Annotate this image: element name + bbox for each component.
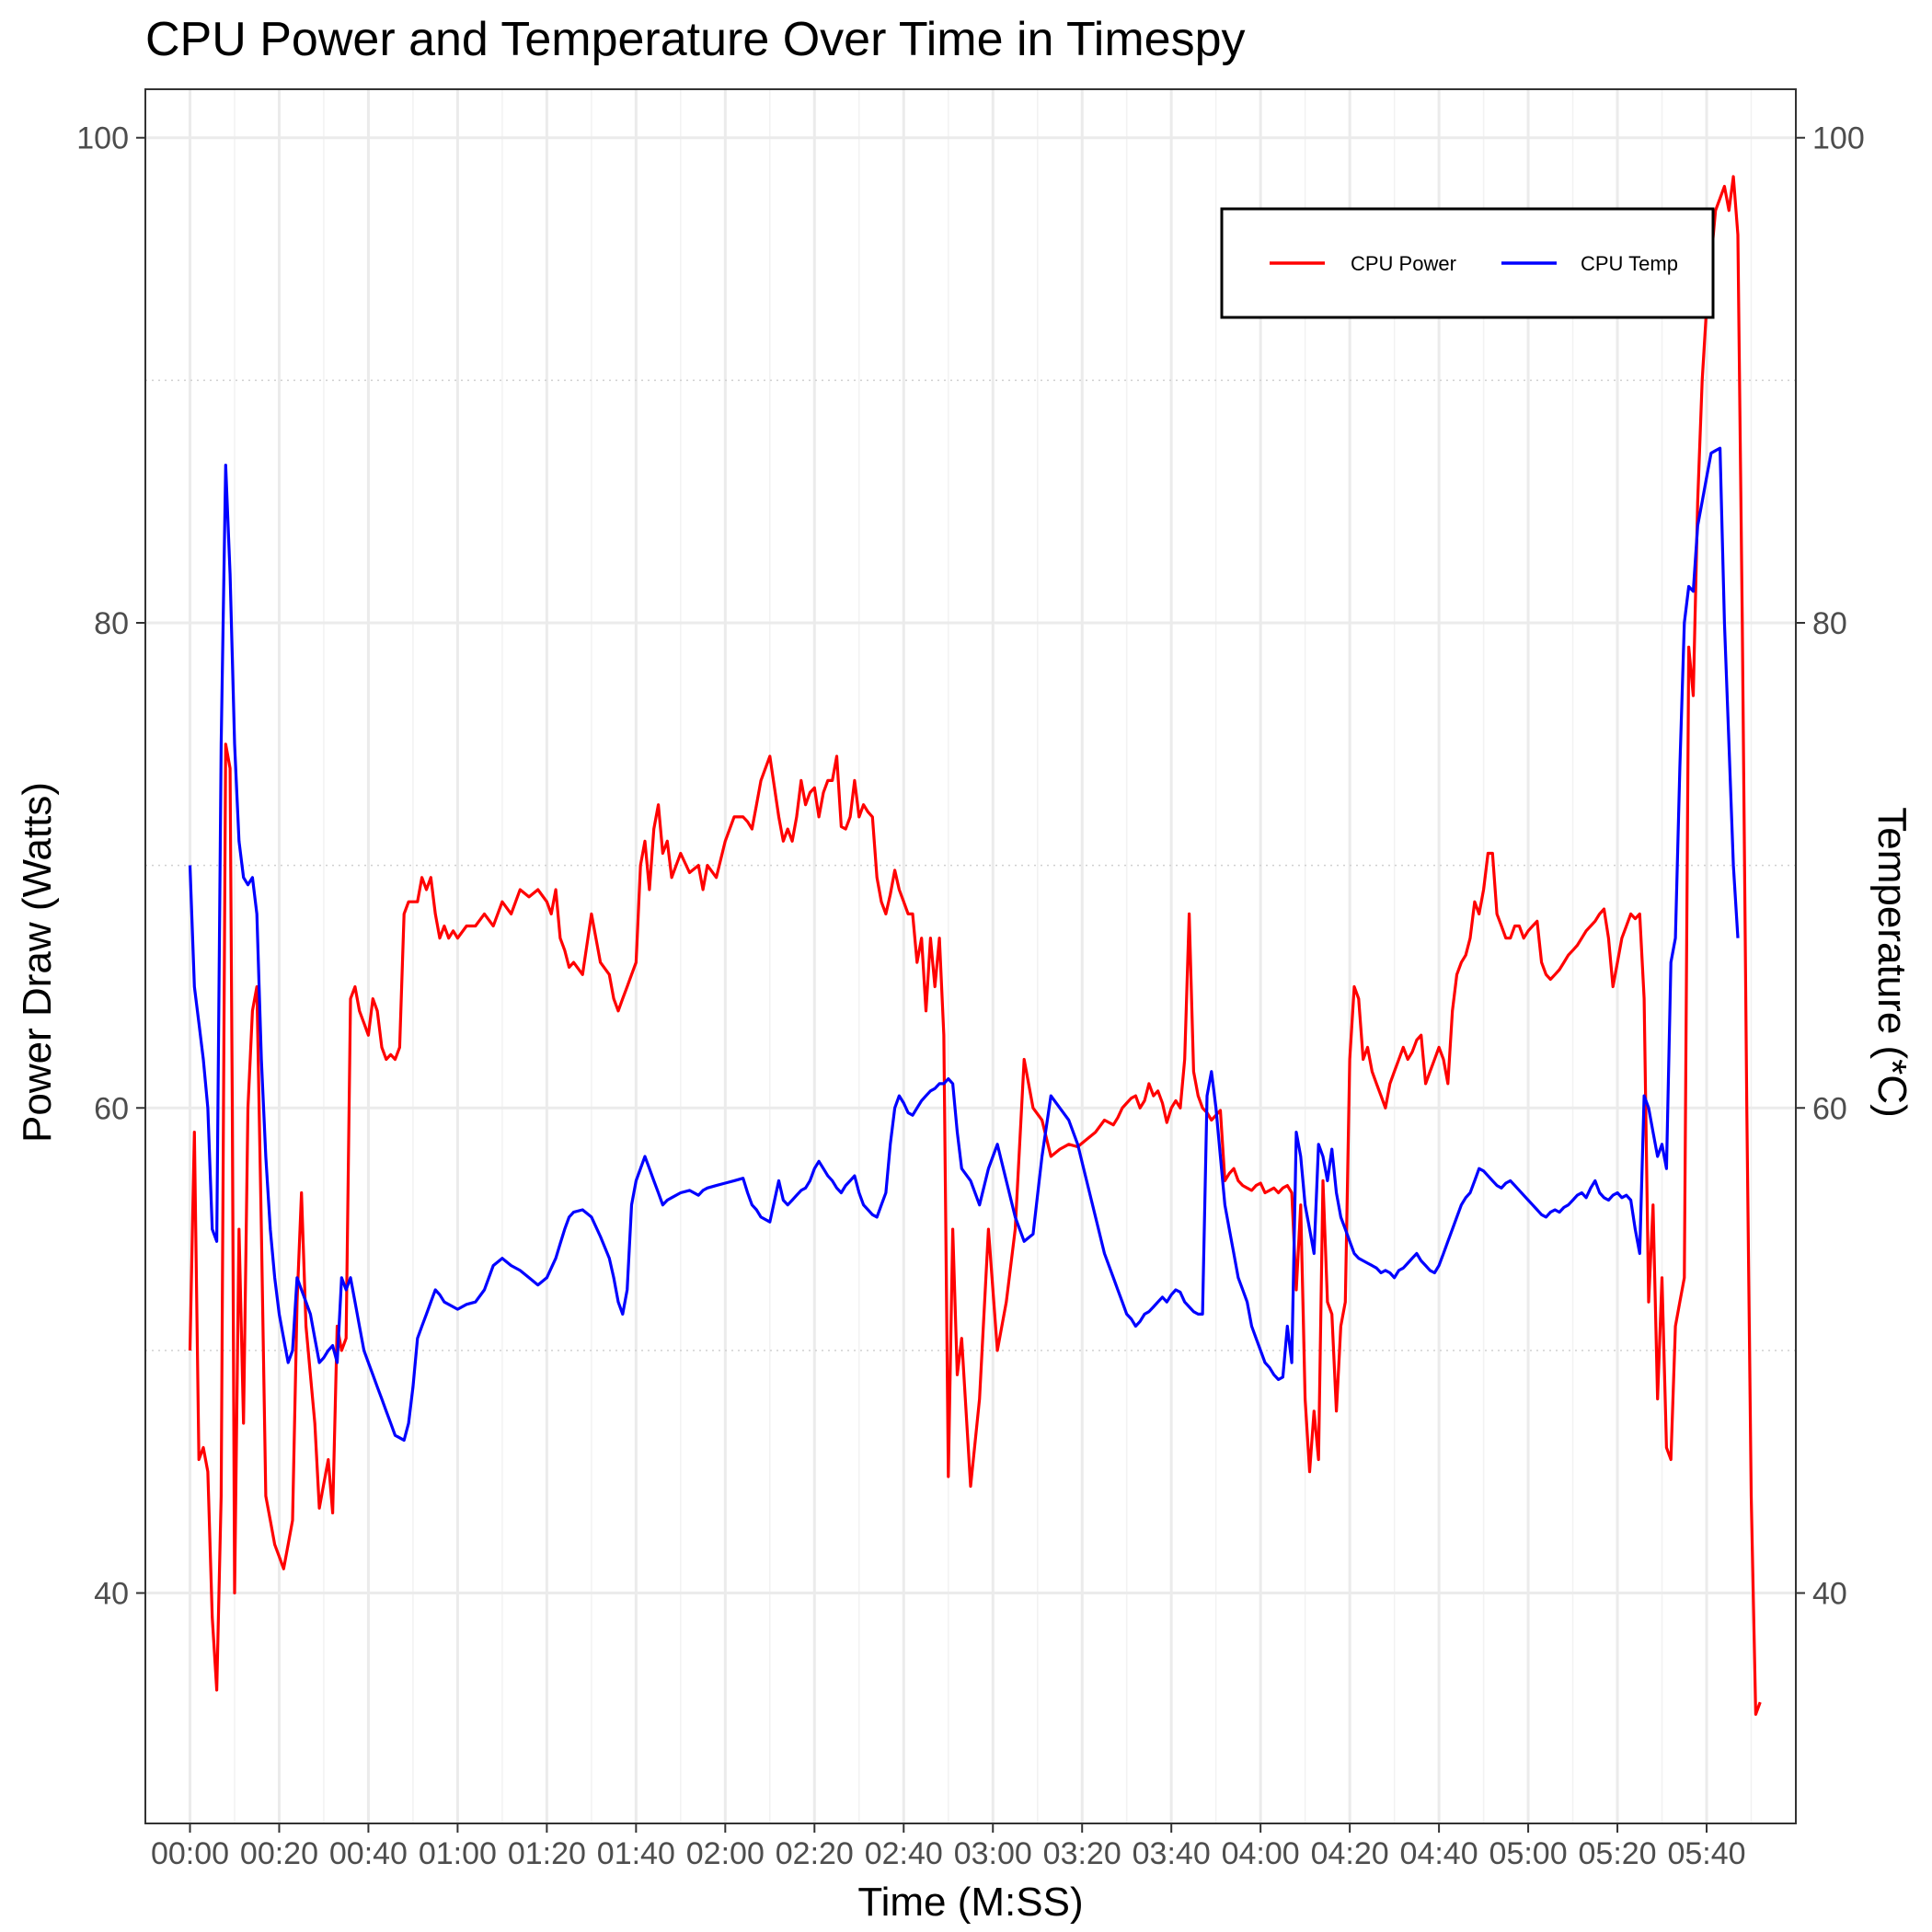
x-tick-label: 04:40 xyxy=(1400,1836,1478,1871)
y-axis-right-label: Temperature (*C) xyxy=(1869,807,1915,1117)
x-tick-label: 03:20 xyxy=(1043,1836,1121,1871)
series-line-cpu-temp xyxy=(188,446,1740,1443)
x-tick-label: 04:00 xyxy=(1222,1836,1300,1871)
x-tick-label: 03:40 xyxy=(1133,1836,1211,1871)
x-tick-label: 04:20 xyxy=(1311,1836,1389,1871)
x-tick-label: 05:20 xyxy=(1579,1836,1657,1871)
series-lines xyxy=(188,175,1762,1717)
y-axis-label: Power Draw (Watts) xyxy=(15,782,60,1143)
x-tick-label: 01:40 xyxy=(597,1836,675,1871)
legend: CPU Power CPU Temp xyxy=(1220,207,1715,319)
chart-title: CPU Power and Temperature Over Time in T… xyxy=(145,13,1246,66)
x-tick-label: 01:00 xyxy=(419,1836,497,1871)
x-tick-label: 00:20 xyxy=(240,1836,318,1871)
y-right-tick-label: 100 xyxy=(1812,121,1865,156)
x-tick-label: 05:00 xyxy=(1489,1836,1568,1871)
x-tick-label: 02:20 xyxy=(776,1836,854,1871)
series-line-cpu-power xyxy=(188,175,1762,1717)
y-tick-label: 80 xyxy=(94,606,129,641)
y-right-tick-label: 60 xyxy=(1812,1091,1847,1126)
x-tick-label: 00:00 xyxy=(151,1836,229,1871)
x-tick-label: 03:00 xyxy=(954,1836,1032,1871)
x-tick-label: 05:40 xyxy=(1667,1836,1745,1871)
x-tick-label: 01:20 xyxy=(508,1836,586,1871)
plot-panel xyxy=(144,88,1797,1824)
legend-label-cpu-power: CPU Power xyxy=(1351,252,1456,275)
y-right-tick-label: 40 xyxy=(1812,1577,1847,1612)
y-right-tick-label: 80 xyxy=(1812,606,1847,641)
axes: 00:00 00:20 00:40 01:00 01:20 01:40 02:00 02:20… xyxy=(76,121,1864,1871)
y-tick-label: 100 xyxy=(76,121,129,156)
x-tick-label: 02:40 xyxy=(865,1836,943,1871)
legend-label-cpu-temp: CPU Temp xyxy=(1581,252,1678,275)
x-axis-label: Time (M:SS) xyxy=(857,1880,1083,1925)
y-tick-label: 60 xyxy=(94,1091,129,1126)
x-tick-label: 02:00 xyxy=(686,1836,765,1871)
y-tick-label: 40 xyxy=(94,1577,129,1612)
x-tick-label: 00:40 xyxy=(329,1836,408,1871)
